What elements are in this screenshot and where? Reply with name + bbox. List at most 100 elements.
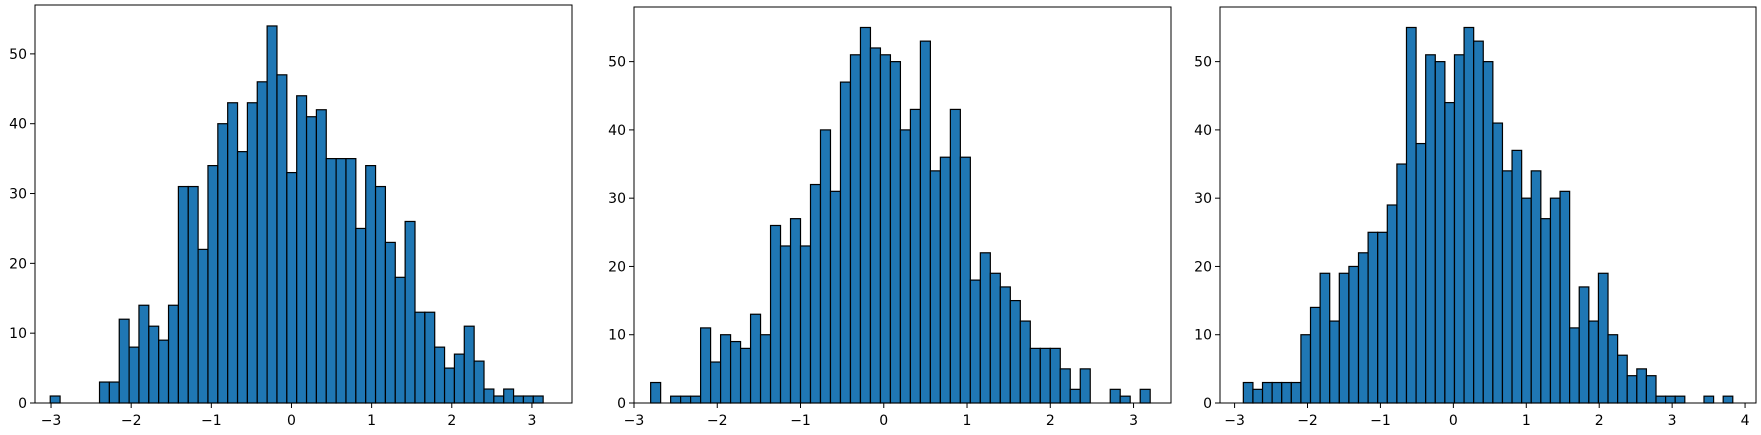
histogram-bar: [1300, 334, 1312, 404]
histogram-bar: [789, 218, 802, 404]
histogram-bar: [709, 361, 722, 404]
histogram-bar: [909, 108, 921, 404]
histogram-bar: [650, 381, 662, 404]
histogram-bar: [522, 395, 534, 404]
x-tick-label: 2: [1595, 413, 1604, 429]
histogram-bar: [869, 47, 882, 404]
histogram-bar: [1588, 320, 1600, 404]
histogram-bar: [690, 395, 702, 404]
histogram-bar: [1434, 61, 1446, 404]
histogram-bar: [959, 156, 971, 404]
histogram-bar: [493, 395, 505, 404]
histogram-bar: [919, 40, 931, 404]
histogram-bar: [266, 25, 278, 404]
histogram-bar: [699, 327, 712, 404]
histogram-bar: [276, 74, 288, 404]
y-tick-label: 20: [608, 259, 626, 275]
histogram-bar: [246, 102, 258, 404]
histogram-bar: [1540, 218, 1552, 404]
histogram-bar: [424, 311, 436, 404]
histogram-bar: [118, 318, 130, 404]
x-tick-label: 2: [447, 413, 456, 429]
histogram-bar: [1444, 101, 1456, 404]
y-tick-label: 10: [9, 326, 27, 342]
histogram-bar: [1396, 163, 1408, 404]
histogram-bar: [949, 108, 961, 404]
y-tick-label: 50: [1194, 55, 1212, 71]
histogram-bar: [739, 347, 752, 404]
histogram-bar: [1281, 381, 1292, 404]
histogram-bar: [1405, 26, 1417, 404]
histogram-bar: [1425, 54, 1436, 404]
histogram-bar: [809, 183, 822, 404]
histogram-bar: [859, 26, 872, 404]
x-tick-label: −1: [790, 413, 811, 429]
histogram-bar: [404, 220, 416, 404]
histogram-bar: [148, 325, 160, 404]
histogram-bar: [1501, 170, 1513, 404]
histogram-bar: [1019, 320, 1031, 404]
histogram-bar: [1252, 388, 1264, 404]
histogram-bar: [879, 54, 892, 404]
histogram-bar: [335, 158, 347, 404]
histogram-bar: [197, 248, 209, 404]
x-tick-label: −2: [707, 413, 728, 429]
x-tick-label: −3: [624, 413, 645, 429]
x-tick-label: 3: [1668, 413, 1677, 429]
histogram-bar: [49, 395, 61, 404]
histogram-bar: [1338, 272, 1350, 404]
histogram-bar: [296, 95, 308, 404]
histogram-bar: [236, 151, 248, 404]
histogram-bar: [999, 286, 1011, 404]
histogram-bar: [434, 346, 446, 404]
x-tick-label: −2: [121, 413, 142, 429]
histogram-bar: [1473, 40, 1484, 404]
histogram-bar: [1645, 375, 1657, 404]
histogram-bar: [1348, 265, 1360, 404]
histogram-bar: [1261, 381, 1273, 404]
histogram-bar: [305, 116, 318, 404]
y-tick-label: 10: [608, 328, 626, 344]
histogram-bar: [1049, 347, 1061, 404]
y-tick-label: 10: [1194, 328, 1212, 344]
histogram-bar: [1559, 190, 1571, 404]
histogram-bar: [1039, 347, 1051, 404]
histogram-bar: [819, 129, 832, 404]
histogram-bar: [473, 360, 485, 404]
histogram-bar: [1722, 395, 1734, 404]
x-tick-label: 0: [879, 413, 888, 429]
histogram-bar: [759, 334, 772, 404]
histogram-bar: [345, 158, 357, 404]
histogram-bar: [1453, 54, 1465, 404]
histogram-bar: [453, 353, 465, 404]
y-tick-label: 40: [9, 117, 27, 133]
x-tick-label: 1: [1522, 413, 1531, 429]
histogram-bar: [187, 185, 199, 404]
y-tick-label: 30: [1194, 191, 1212, 207]
histogram-bar: [1069, 388, 1081, 404]
y-tick-label: 30: [9, 187, 27, 203]
y-tick-label: 40: [608, 123, 626, 139]
y-tick-label: 0: [1203, 396, 1212, 412]
histogram-bar: [365, 165, 377, 404]
y-tick-label: 20: [9, 256, 27, 272]
y-tick-label: 50: [608, 55, 626, 71]
x-tick-label: −1: [201, 413, 222, 429]
histogram-bar: [1463, 26, 1475, 404]
histogram-bar: [1569, 327, 1580, 404]
axes-frame: [34, 4, 573, 404]
axes-frame: [1219, 6, 1757, 404]
histogram-bar: [503, 388, 515, 404]
histogram-bar: [414, 311, 426, 404]
histogram-bar: [315, 109, 327, 404]
x-tick-label: 0: [287, 413, 296, 429]
histogram-bar: [1655, 395, 1667, 404]
histogram-bar: [1626, 375, 1638, 404]
histogram-bar: [1009, 299, 1021, 404]
y-tick-label: 30: [608, 191, 626, 207]
histogram-bar: [729, 340, 742, 404]
histogram-bar: [483, 388, 495, 404]
histogram-bar: [1271, 381, 1283, 404]
